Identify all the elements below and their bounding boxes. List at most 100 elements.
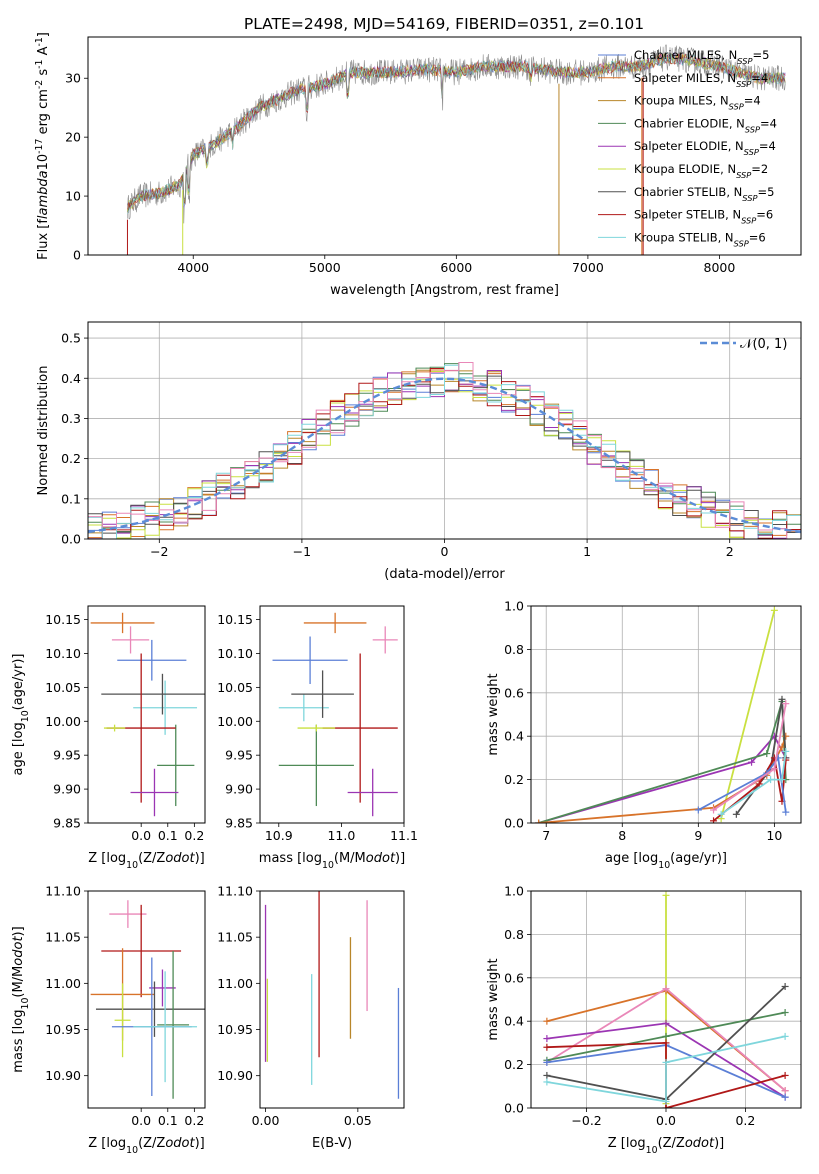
label-fragment: (data-model)/error	[384, 567, 505, 582]
legend-label: Salpeter MILES, NSSP=4	[634, 71, 768, 89]
axes-mass_vs_ebv: 0.00 0.05 10.90 10.95 11.00 11.05 11.10 E(B-V)	[217, 884, 372, 1152]
y-tick-label: 0	[73, 248, 81, 263]
y-tick-label: 0.8	[504, 642, 524, 657]
legend-label: Kroupa STELIB, NSSP=6	[634, 230, 766, 248]
y-axis-label: Flux [flambda10-17 erg cm-2 s-1 A-1]	[34, 32, 52, 260]
label-fragment: Chabrier STELIB, N	[634, 185, 742, 199]
label-fragment: Kroupa MILES, N	[634, 94, 729, 108]
y-tick-label: 9.90	[225, 782, 253, 797]
label-fragment: =4	[760, 116, 777, 130]
x-tick-label: 8000	[704, 260, 736, 275]
label-fragment: 𝒩(0, 1)	[740, 337, 787, 352]
label-fragment: =6	[749, 230, 766, 244]
chart-title: PLATE=2498, MJD=54169, FIBERID=0351, z=0…	[244, 15, 644, 33]
label-fragment: SSP	[742, 193, 757, 203]
x-tick-label: 9	[694, 828, 702, 843]
x-tick-label: 0.2	[184, 1113, 204, 1128]
x-tick-label: 0.2	[735, 1113, 755, 1128]
y-tick-label: 9.95	[53, 748, 81, 763]
label-fragment: Z [log	[88, 851, 126, 866]
grid-residuals	[88, 322, 801, 540]
x-tick-label: 7	[542, 828, 550, 843]
ticks-age_vs_mass: 10.9 11.0 11.1 9.85 9.90 9.95 10.00 10.05 10.10 1…	[217, 612, 418, 843]
label-fragment: -1	[34, 37, 45, 46]
y-axis-label: Normed distribution	[36, 366, 51, 496]
label-fragment: =5	[752, 48, 769, 62]
legend-label: Chabrier ELODIE, NSSP=4	[634, 116, 777, 134]
y-tick-label: 11.00	[217, 976, 253, 991]
x-tick-label: 0.1	[158, 828, 178, 843]
label-fragment: -17	[34, 139, 45, 154]
x-tick-label: 6000	[440, 260, 472, 275]
x-axis-label: Z [log10(Z/Zodot)]	[608, 1136, 725, 1156]
grid-weight_vs_age	[531, 605, 801, 824]
x-tick-label: 10	[766, 828, 782, 843]
legend-label: Salpeter STELIB, NSSP=6	[634, 208, 773, 226]
y-tick-label: 0.2	[61, 451, 81, 466]
histogram-step	[88, 362, 801, 539]
label-fragment: 10	[646, 1145, 658, 1156]
x-tick-label: 0.0	[131, 828, 151, 843]
label-fragment: odot	[165, 851, 195, 866]
ticks-weight_vs_z: −0.2 0.0 0.2 0.0 0.2 0.4 0.6 0.8 1.0	[504, 884, 755, 1129]
x-tick-label: 0.0	[131, 1113, 151, 1128]
y-tick-label: 0.5	[61, 331, 81, 346]
x-tick-label: 5000	[309, 260, 341, 275]
y-tick-label: 9.95	[225, 748, 253, 763]
label-fragment: erg cm	[36, 89, 51, 138]
label-fragment: =6	[756, 208, 773, 222]
label-fragment: (age/yr)]	[670, 851, 727, 866]
axes-spectrum: 4000 5000 6000 7000 8000 0 10 20 30 wavelength [A…	[34, 32, 736, 298]
label-fragment: mass weight	[486, 958, 501, 1040]
y-tick-label: 10.10	[45, 646, 81, 661]
y-tick-label: 11.00	[45, 976, 81, 991]
label-fragment: =4	[759, 139, 776, 153]
label-fragment: SSP	[729, 102, 744, 112]
y-axis-label: mass weight	[486, 958, 501, 1040]
weight-line	[720, 751, 787, 816]
x-axis-label: age [log10(age/yr)]	[605, 851, 727, 871]
label-fragment: 10	[658, 860, 670, 871]
x-tick-label: −0.2	[571, 1113, 601, 1128]
label-fragment: age [log	[11, 722, 26, 775]
label-fragment: odot	[366, 851, 396, 866]
weight_vs_z-frame	[530, 890, 802, 1109]
axes-residuals: −2 −1 0 1 2 0.0 0.1 0.2 0.3 0.4 0.5 (data-model)/er…	[36, 322, 801, 582]
weight_vs_age-frame	[530, 605, 802, 824]
label-fragment: 10	[126, 1145, 138, 1156]
y-tick-label: 10.05	[45, 680, 81, 695]
y-tick-label: 10	[65, 189, 81, 204]
label-fragment: )]	[395, 851, 405, 866]
label-fragment: SSP	[741, 216, 756, 226]
model-spectrum-line	[127, 53, 786, 213]
label-fragment: SSP	[737, 56, 752, 66]
x-tick-label: −1	[293, 544, 311, 559]
label-fragment: SSP	[745, 124, 760, 134]
label-fragment: 10	[20, 710, 31, 722]
label-fragment: Salpeter ELODIE, N	[634, 139, 744, 153]
label-fragment: A	[36, 46, 51, 59]
axes-age_vs_mass: 10.9 11.0 11.1 9.85 9.90 9.95 10.00 10.05 10.10 1…	[217, 612, 418, 870]
label-fragment: Z [log	[88, 1136, 126, 1151]
model-spectrum-line	[127, 52, 786, 214]
x-axis-label: mass [log10(M/Modot)]	[259, 851, 405, 871]
label-fragment: (Z/Z	[138, 1136, 165, 1151]
y-tick-label: 11.10	[217, 884, 253, 899]
x-tick-label: 0.2	[184, 828, 204, 843]
label-fragment: =4	[751, 71, 768, 85]
errorbars-age_vs_mass	[272, 612, 398, 817]
label-fragment: (M/M	[334, 851, 366, 866]
y-tick-label: 0.6	[504, 970, 524, 985]
label-fragment: Salpeter MILES, N	[634, 71, 736, 85]
lines-weight_vs_z	[543, 891, 789, 1108]
y-tick-label: 0.4	[504, 729, 524, 744]
lines-weight_vs_age	[535, 606, 790, 823]
x-tick-label: 8	[618, 828, 626, 843]
x-tick-label: 0.00	[252, 1113, 280, 1128]
x-tick-label: 4000	[177, 260, 209, 275]
y-tick-label: 11.10	[45, 884, 81, 899]
label-fragment: Kroupa STELIB, N	[634, 230, 734, 244]
errorbars-mass_vs_z	[90, 900, 205, 1099]
legend-label: Chabrier STELIB, NSSP=5	[634, 185, 774, 203]
label-fragment: SSP	[734, 238, 749, 248]
